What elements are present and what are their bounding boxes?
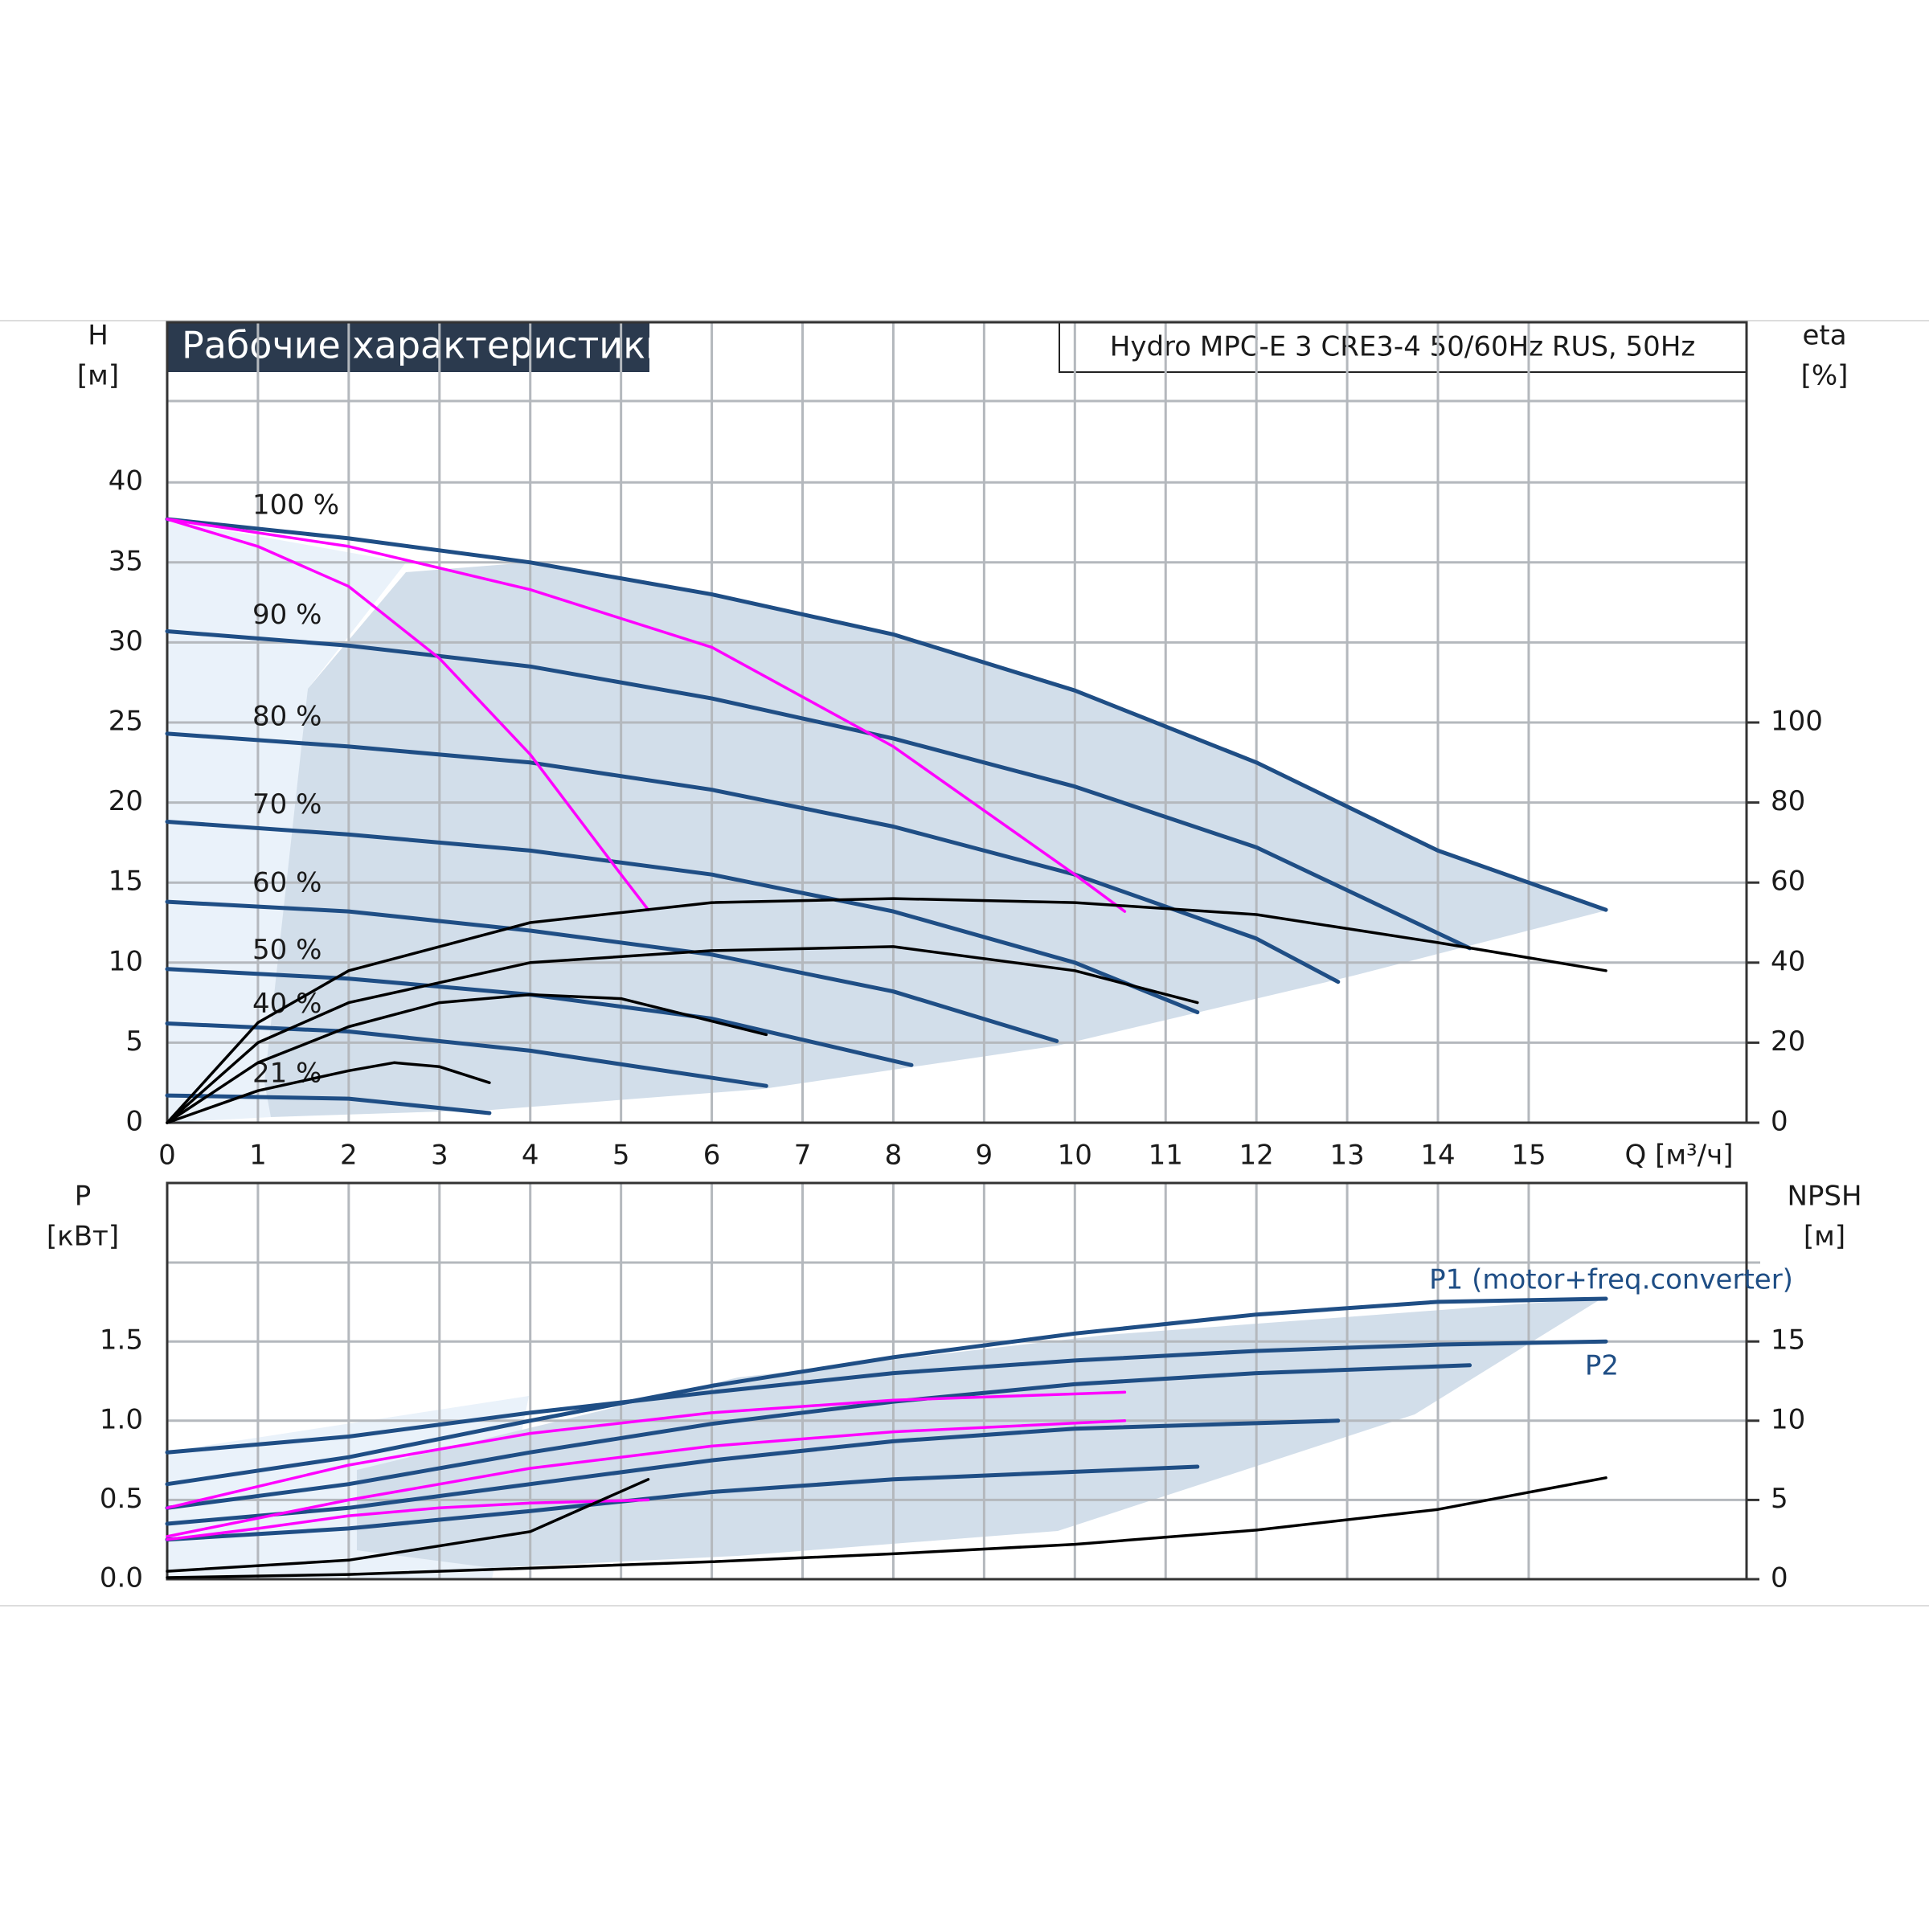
x-tick-label: 7	[794, 1140, 812, 1172]
y-tick-label: 35	[109, 545, 143, 577]
y2-tick-label: 15	[1771, 1324, 1805, 1357]
y-tick-label: 40	[109, 465, 143, 497]
y-axis-label: [кВт]	[47, 1221, 119, 1253]
y-tick-label: 30	[109, 625, 143, 657]
series-line	[166, 518, 650, 911]
series-line	[165, 517, 1608, 912]
model-box	[1059, 321, 1747, 373]
y-axis-label: H	[88, 320, 109, 352]
curve-label: 50 %	[252, 934, 322, 966]
x-tick-label: 6	[703, 1140, 721, 1172]
series-line	[166, 945, 1199, 1124]
series-line	[165, 820, 1200, 1015]
series-line	[165, 629, 1472, 951]
y-tick-label: 1.0	[100, 1403, 143, 1435]
y2-tick-label: 0	[1771, 1562, 1788, 1594]
y2-tick-label: 60	[1771, 866, 1805, 898]
y2-tick-label: 0	[1771, 1106, 1788, 1138]
y2-tick-label: 10	[1771, 1403, 1805, 1435]
plot-frame	[166, 1181, 1748, 1581]
series-line	[166, 1419, 1127, 1538]
series-line	[166, 1478, 650, 1573]
series-line	[165, 1093, 492, 1115]
title-box	[167, 322, 649, 372]
x-tick-label: 2	[340, 1140, 358, 1172]
x-axis-label: Q [м³/ч]	[1625, 1140, 1734, 1172]
envelope	[264, 562, 1606, 1117]
series-line	[166, 1390, 1127, 1510]
series-line	[166, 518, 1127, 913]
series-line	[165, 1363, 1472, 1510]
curve-label: 70 %	[252, 788, 322, 821]
y-tick-label: 5	[125, 1025, 143, 1058]
curve-label: 60 %	[252, 867, 322, 899]
x-tick-label: 10	[1058, 1140, 1092, 1172]
x-tick-label: 9	[976, 1140, 993, 1172]
series-line	[165, 1021, 768, 1088]
series-line	[166, 1476, 1608, 1579]
y-tick-label: 20	[109, 785, 143, 817]
y2-axis-label: NPSH	[1787, 1181, 1861, 1213]
y-tick-label: 10	[109, 945, 143, 977]
y2-tick-label: 80	[1771, 785, 1805, 817]
curve-label: 90 %	[252, 599, 322, 631]
x-tick-label: 15	[1511, 1140, 1546, 1172]
y-axis-label: P	[75, 1181, 92, 1213]
x-tick-label: 8	[885, 1140, 903, 1172]
y-tick-label: 0.5	[100, 1483, 143, 1515]
y-axis-label: [м]	[77, 360, 119, 392]
y-tick-label: 15	[109, 866, 143, 898]
y-tick-label: 1.5	[100, 1324, 143, 1357]
series-line	[165, 1339, 1608, 1455]
y2-tick-label: 5	[1771, 1483, 1788, 1515]
y-tick-label: 0.0	[100, 1562, 143, 1594]
chart-subtitle: Hydro MPC-E 3 CRE3-4 50/60Hz RUS, 50Hz	[1110, 331, 1695, 363]
plot-frame	[166, 321, 1748, 1124]
x-tick-label: 14	[1420, 1140, 1455, 1172]
y-tick-label: 25	[109, 706, 143, 738]
x-tick-label: 12	[1239, 1140, 1274, 1172]
y-tick-label: 0	[125, 1106, 143, 1138]
series-line	[165, 1418, 1341, 1526]
series-line	[166, 1061, 491, 1124]
x-tick-label: 11	[1149, 1140, 1183, 1172]
y2-tick-label: 40	[1771, 945, 1805, 977]
x-tick-label: 13	[1329, 1140, 1364, 1172]
series-line	[165, 1296, 1608, 1487]
series-line	[165, 899, 1059, 1043]
series-line	[166, 993, 768, 1124]
y2-axis-label: eta	[1802, 320, 1846, 352]
y2-tick-label: 20	[1771, 1025, 1805, 1058]
curve-label: P2	[1585, 1350, 1619, 1382]
curve-label: 80 %	[252, 700, 322, 732]
curve-label: P1 (motor+freq.converter)	[1429, 1263, 1793, 1296]
x-tick-label: 5	[612, 1140, 630, 1172]
y2-tick-label: 100	[1771, 706, 1823, 738]
x-tick-label: 0	[158, 1140, 176, 1172]
x-tick-label: 3	[431, 1140, 448, 1172]
y2-axis-label: [м]	[1804, 1221, 1845, 1253]
y2-axis-label: [%]	[1801, 360, 1849, 392]
x-tick-label: 1	[249, 1140, 267, 1172]
series-line	[165, 731, 1341, 984]
chart-title: Рабочие характеристики	[182, 324, 670, 367]
x-tick-label: 4	[522, 1140, 539, 1172]
series-line	[166, 1498, 650, 1541]
curve-label: 100 %	[252, 489, 339, 521]
series-line	[166, 897, 1608, 1124]
